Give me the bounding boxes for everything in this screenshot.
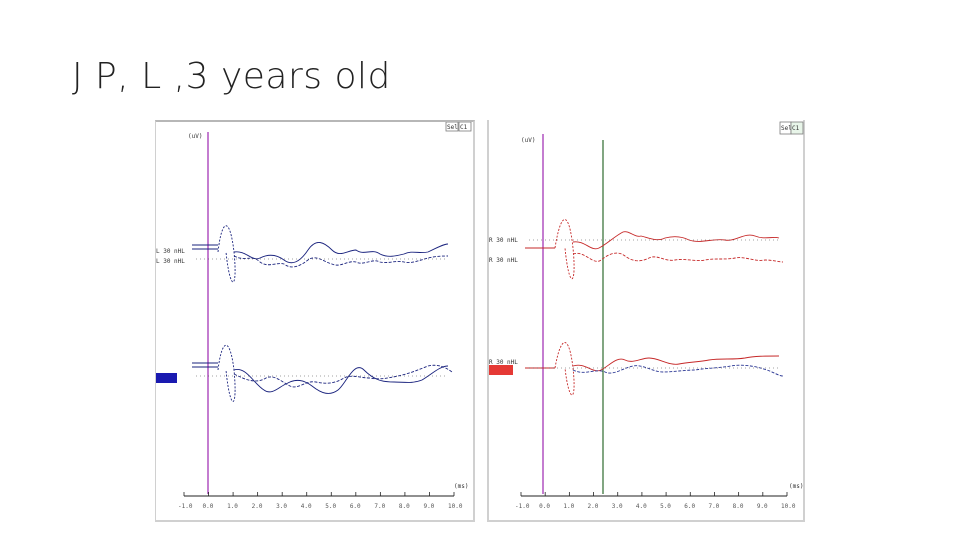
- right-channel-label-3: R 30 nHL: [489, 359, 518, 366]
- left-trace-2c: [233, 364, 453, 388]
- right-traces-2: [525, 342, 784, 396]
- left-legend-swatch[interactable]: [156, 373, 177, 383]
- left-x-tick-label: 7.0: [374, 503, 385, 510]
- svg-text:Sel: Sel: [781, 125, 792, 132]
- left-trace-1b: [233, 242, 449, 264]
- left-channel-label-2: L 30 nHL: [156, 258, 185, 265]
- svg-text:Sel: Sel: [447, 124, 458, 131]
- left-x-unit-label: (ms): [454, 483, 468, 490]
- right-c1-button[interactable]: C1: [790, 121, 804, 135]
- left-x-tick-label: 2.0: [252, 503, 263, 510]
- right-x-tick-label: 5.0: [660, 503, 671, 510]
- right-trace-1c: [572, 252, 784, 263]
- left-c1-button[interactable]: C1: [458, 122, 472, 132]
- right-legend-swatch[interactable]: [489, 365, 513, 375]
- right-trace-2c: [572, 364, 784, 377]
- left-x-tick-label: -1.0: [178, 503, 193, 510]
- svg-text:C1: C1: [792, 125, 800, 132]
- right-trace-2b: [572, 355, 780, 372]
- right-x-axis: -1.0 0.0 1.0 2.0 3.0 4.0 5.0 6.0 7.0 8.0 9.0 10.0: [515, 492, 796, 510]
- left-ear-waveform-panel: (uV) Sel C1 L 30 nHL L 30 nHL: [155, 120, 475, 522]
- right-channel-label-2: R 30 nHL: [489, 257, 518, 264]
- left-x-tick-label: 3.0: [276, 503, 287, 510]
- right-select-button[interactable]: Sel: [779, 121, 792, 135]
- left-x-tick-label: 4.0: [301, 503, 312, 510]
- right-x-tick-label: 3.0: [612, 503, 623, 510]
- right-x-tick-label: 8.0: [733, 503, 744, 510]
- right-x-tick-label: 2.0: [588, 503, 599, 510]
- left-trace-1c: [233, 255, 449, 268]
- left-trace-1a: [217, 225, 236, 283]
- left-x-tick-label: 5.0: [325, 503, 336, 510]
- right-x-tick-label: 0.0: [539, 503, 550, 510]
- left-channel-label-1: L 30 nHL: [156, 248, 185, 255]
- left-y-unit-label: (uV): [188, 133, 202, 140]
- right-trace-1a: [554, 219, 575, 280]
- left-trace-2b: [233, 365, 449, 394]
- right-ear-waveform-panel: (uV) Sel C1 R 30 nHL R 30 nHL R 30 nHL: [487, 120, 805, 522]
- left-x-tick-label: 10.0: [448, 503, 463, 510]
- svg-text:C1: C1: [460, 124, 468, 131]
- right-x-tick-label: 1.0: [563, 503, 574, 510]
- left-select-button[interactable]: Sel: [445, 122, 459, 132]
- left-trace-2a: [217, 345, 236, 402]
- right-y-unit-label: (uV): [521, 137, 535, 144]
- right-trace-1b: [572, 231, 780, 250]
- right-x-tick-label: 9.0: [757, 503, 768, 510]
- right-traces: [525, 219, 784, 280]
- right-x-tick-label: 6.0: [684, 503, 695, 510]
- right-trace-2a: [554, 342, 575, 396]
- left-x-tick-label: 1.0: [227, 503, 238, 510]
- right-waveform-plot: (uV) Sel C1 R 30 nHL R 30 nHL R 30 nHL: [489, 121, 804, 510]
- left-x-tick-label: 9.0: [423, 503, 434, 510]
- right-x-tick-label: 4.0: [636, 503, 647, 510]
- slide-title: J P, L ,3 years old: [72, 56, 391, 97]
- right-x-tick-label: 7.0: [708, 503, 719, 510]
- right-channel-label-1: R 30 nHL: [489, 237, 518, 244]
- left-waveform-plot: (uV) Sel C1 L 30 nHL L 30 nHL: [156, 122, 472, 510]
- left-x-tick-label: 8.0: [399, 503, 410, 510]
- right-x-tick-label: -1.0: [515, 503, 530, 510]
- right-x-unit-label: (ms): [789, 483, 803, 490]
- left-x-axis: -1.0 0.0 1.0 2.0 3.0 4.0 5.0 6.0 7.0 8.0 9.0 10.0: [178, 492, 463, 510]
- right-x-tick-label: 10.0: [781, 503, 796, 510]
- left-x-tick-label: 0.0: [203, 503, 214, 510]
- left-traces: [192, 225, 449, 283]
- left-x-tick-label: 6.0: [350, 503, 361, 510]
- left-traces-2: [192, 345, 453, 402]
